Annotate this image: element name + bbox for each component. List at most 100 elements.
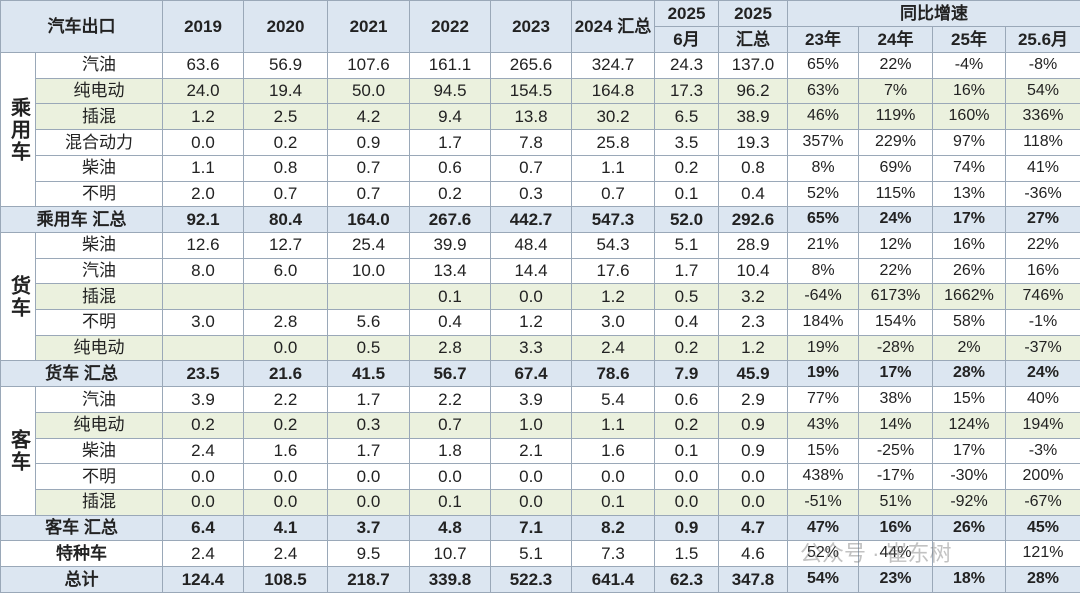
growth-cell: 17% — [932, 437, 1006, 465]
header-2025: 2025 — [654, 0, 719, 28]
value-cell: 0.0 — [654, 463, 719, 490]
value-cell: 0.0 — [327, 488, 410, 516]
value-cell: 0.7 — [409, 411, 491, 439]
growth-cell: 1662% — [932, 283, 1006, 311]
value-cell: 96.2 — [718, 77, 788, 105]
growth-cell: 746% — [1005, 283, 1080, 311]
growth-cell: 65% — [787, 206, 859, 233]
header-growth-col: 25.6月 — [1005, 26, 1080, 54]
growth-cell: 21% — [787, 231, 859, 259]
value-cell: 54.3 — [571, 231, 655, 259]
value-cell: 24.0 — [162, 77, 244, 105]
value-cell: 6.4 — [162, 514, 244, 542]
value-cell: 2.8 — [409, 334, 491, 362]
value-cell: 0.8 — [243, 154, 328, 182]
value-cell: 0.0 — [718, 488, 788, 516]
value-cell: 641.4 — [571, 566, 655, 593]
header-growth: 同比增速 — [787, 0, 1080, 28]
value-cell: 24.3 — [654, 52, 719, 79]
table-row: 纯电动 0.0 0.5 2.8 3.3 2.4 0.2 1.2 19% -28% 2% -37% — [1, 334, 1080, 362]
value-cell: 92.1 — [162, 206, 244, 233]
growth-cell: -92% — [932, 488, 1006, 516]
value-cell — [162, 334, 244, 362]
value-cell: 267.6 — [409, 206, 491, 233]
growth-cell: 22% — [858, 257, 933, 285]
value-cell: 0.7 — [327, 154, 410, 182]
table-row: 货车 汇总 23.5 21.6 41.5 56.7 67.4 78.6 7.9 45.9 19% 1… — [0, 360, 1080, 388]
value-cell — [327, 283, 410, 311]
table-row: 纯电动 24.0 19.4 50.0 94.5 154.5 164.8 17.3 96.2 63%… — [1, 77, 1080, 105]
growth-cell: 69% — [858, 154, 933, 182]
value-cell: 0.0 — [490, 488, 572, 516]
value-cell: 1.7 — [327, 437, 410, 465]
value-cell: 1.5 — [654, 540, 719, 568]
header-title: 汽车出口 — [0, 0, 163, 54]
table-row: 总计 124.4 108.5 218.7 339.8 522.3 641.4 62.3 347.… — [0, 566, 1080, 593]
value-cell: 0.2 — [654, 154, 719, 182]
type-cell: 纯电动 — [35, 77, 163, 105]
group-label: 乘用车 — [0, 52, 36, 208]
type-cell: 不明 — [35, 463, 163, 490]
value-cell: 0.4 — [409, 309, 491, 336]
header-growth-col: 25年 — [932, 26, 1006, 54]
value-cell: 0.6 — [409, 154, 491, 182]
value-cell: 1.7 — [654, 257, 719, 285]
value-cell: 1.2 — [571, 283, 655, 311]
growth-cell: 27% — [1005, 206, 1080, 233]
value-cell: 9.5 — [327, 540, 410, 568]
value-cell: 1.1 — [571, 411, 655, 439]
type-cell: 汽油 — [35, 386, 163, 413]
total-label: 货车 汇总 — [0, 360, 163, 388]
value-cell: 0.3 — [327, 411, 410, 439]
growth-cell: 17% — [932, 206, 1006, 233]
value-cell: 25.8 — [571, 129, 655, 156]
growth-cell: 38% — [858, 386, 933, 413]
value-cell: 62.3 — [654, 566, 719, 593]
type-cell: 插混 — [35, 488, 163, 516]
growth-cell: -30% — [932, 463, 1006, 490]
total-label: 客车 汇总 — [0, 514, 163, 542]
value-cell: 7.8 — [490, 129, 572, 156]
value-cell: 0.7 — [571, 180, 655, 208]
growth-cell: 124% — [932, 411, 1006, 439]
type-cell: 柴油 — [35, 231, 163, 259]
value-cell: 0.2 — [409, 180, 491, 208]
table-row: 汽油 8.0 6.0 10.0 13.4 14.4 17.6 1.7 10.4 8% 22% 26% 1… — [1, 257, 1080, 285]
growth-cell: 52% — [787, 540, 859, 568]
growth-cell: 8% — [787, 257, 859, 285]
value-cell: 0.9 — [718, 437, 788, 465]
value-cell: 10.0 — [327, 257, 410, 285]
growth-cell: 119% — [858, 103, 933, 131]
growth-cell: -25% — [858, 437, 933, 465]
growth-cell: 24% — [1005, 360, 1080, 388]
value-cell: 0.9 — [654, 514, 719, 542]
value-cell: 2.9 — [718, 386, 788, 413]
value-cell: 17.3 — [654, 77, 719, 105]
growth-cell: 184% — [787, 309, 859, 336]
value-cell: 0.0 — [718, 463, 788, 490]
value-cell: 2.1 — [490, 437, 572, 465]
growth-cell: 74% — [932, 154, 1006, 182]
value-cell: 67.4 — [490, 360, 572, 388]
growth-cell: 8% — [787, 154, 859, 182]
growth-cell: 51% — [858, 488, 933, 516]
growth-cell: 22% — [1005, 231, 1080, 259]
type-cell: 插混 — [35, 283, 163, 311]
header-month: 6月 — [654, 26, 719, 54]
value-cell: 3.2 — [718, 283, 788, 311]
value-cell: 161.1 — [409, 52, 491, 79]
growth-cell: 16% — [1005, 257, 1080, 285]
growth-cell: 229% — [858, 129, 933, 156]
value-cell: 5.1 — [654, 231, 719, 259]
table-row: 不明 2.0 0.7 0.7 0.2 0.3 0.7 0.1 0.4 52% 115% 13% -36% — [1, 180, 1080, 208]
growth-cell: 26% — [932, 514, 1006, 542]
growth-cell: 28% — [932, 360, 1006, 388]
value-cell: 12.7 — [243, 231, 328, 259]
table-row: 不明 0.0 0.0 0.0 0.0 0.0 0.0 0.0 0.0 438% -17% -30% 20… — [1, 463, 1080, 490]
header-growth-col: 23年 — [787, 26, 859, 54]
growth-cell: 19% — [787, 334, 859, 362]
growth-cell: 16% — [932, 231, 1006, 259]
type-cell: 柴油 — [35, 154, 163, 182]
